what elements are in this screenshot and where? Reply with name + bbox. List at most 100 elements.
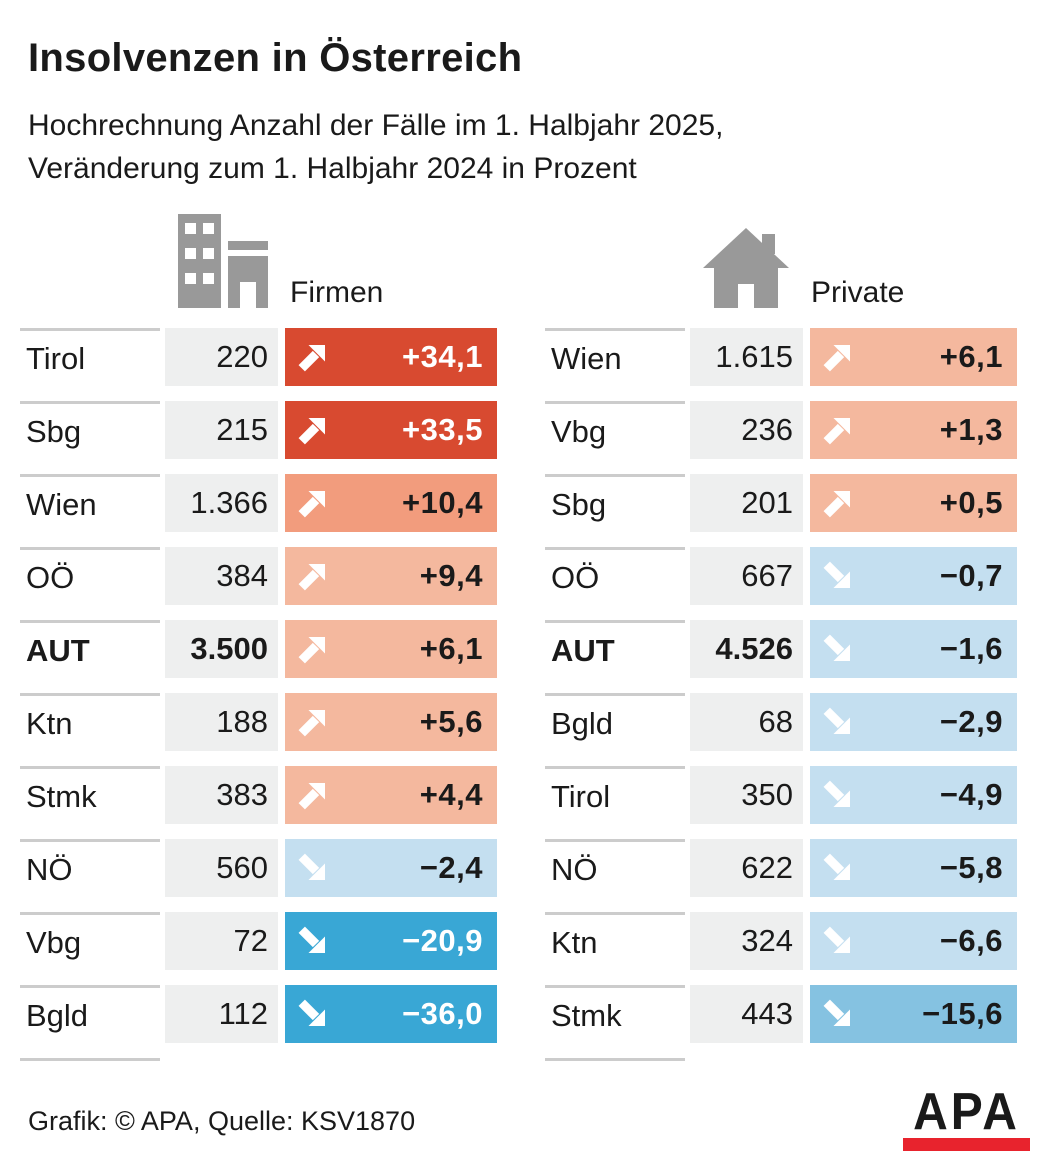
table-bottom-divider <box>20 1058 160 1061</box>
table-row: NÖ 622 −5,8 <box>545 839 1017 897</box>
subtitle-line-1: Hochrechnung Anzahl der Fälle im 1. Halb… <box>28 109 724 142</box>
region-label: NÖ <box>20 839 160 897</box>
subtitle: Hochrechnung Anzahl der Fälle im 1. Halb… <box>28 104 723 190</box>
change-badge: +34,1 <box>285 328 497 386</box>
case-count: 112 <box>165 985 278 1043</box>
change-value: +6,1 <box>419 631 483 666</box>
case-count: 350 <box>690 766 803 824</box>
region-label: Bgld <box>20 985 160 1043</box>
region-label: AUT <box>545 620 685 678</box>
table-row: Sbg 215 +33,5 <box>20 401 497 459</box>
region-label: Stmk <box>545 985 685 1043</box>
change-badge: −15,6 <box>810 985 1017 1043</box>
change-badge: −36,0 <box>285 985 497 1043</box>
change-badge: +6,1 <box>285 620 497 678</box>
change-badge: −6,6 <box>810 912 1017 970</box>
change-value: −15,6 <box>922 996 1003 1031</box>
table-private: Wien 1.615 +6,1 Vbg 236 +1,3 Sbg 201 +0,5 OÖ 667 −0… <box>545 328 1017 1061</box>
arrow-down-right-icon <box>820 923 856 959</box>
change-value: +6,1 <box>939 339 1003 374</box>
arrow-down-right-icon <box>820 704 856 740</box>
page-title: Insolvenzen in Österreich <box>28 36 523 80</box>
region-label: Wien <box>545 328 685 386</box>
change-badge: −5,8 <box>810 839 1017 897</box>
case-count: 215 <box>165 401 278 459</box>
change-value: +34,1 <box>402 339 483 374</box>
table-row: Wien 1.615 +6,1 <box>545 328 1017 386</box>
section-header-private: Private <box>703 228 904 313</box>
change-value: +9,4 <box>419 558 483 593</box>
table-row: Vbg 72 −20,9 <box>20 912 497 970</box>
table-row: Stmk 443 −15,6 <box>545 985 1017 1043</box>
change-badge: +4,4 <box>285 766 497 824</box>
change-badge: +33,5 <box>285 401 497 459</box>
change-value: −2,4 <box>419 850 483 885</box>
region-label: OÖ <box>20 547 160 605</box>
table-row: Sbg 201 +0,5 <box>545 474 1017 532</box>
house-icon <box>703 228 789 313</box>
table-row: AUT 3.500 +6,1 <box>20 620 497 678</box>
arrow-up-right-icon <box>820 485 856 521</box>
change-value: +33,5 <box>402 412 483 447</box>
case-count: 1.615 <box>690 328 803 386</box>
arrow-down-right-icon <box>820 996 856 1032</box>
case-count: 4.526 <box>690 620 803 678</box>
table-row: NÖ 560 −2,4 <box>20 839 497 897</box>
change-badge: −2,9 <box>810 693 1017 751</box>
case-count: 236 <box>690 401 803 459</box>
table-row: OÖ 667 −0,7 <box>545 547 1017 605</box>
change-value: −2,9 <box>939 704 1003 739</box>
region-label: Vbg <box>20 912 160 970</box>
case-count: 1.366 <box>165 474 278 532</box>
arrow-up-right-icon <box>295 412 331 448</box>
change-value: −0,7 <box>939 558 1003 593</box>
region-label: AUT <box>20 620 160 678</box>
table-row: Stmk 383 +4,4 <box>20 766 497 824</box>
region-label: Ktn <box>545 912 685 970</box>
change-value: +5,6 <box>419 704 483 739</box>
change-badge: +10,4 <box>285 474 497 532</box>
region-label: Stmk <box>20 766 160 824</box>
apa-logo: APA <box>903 1083 1030 1152</box>
table-row: Ktn 324 −6,6 <box>545 912 1017 970</box>
change-value: +0,5 <box>939 485 1003 520</box>
change-badge: +9,4 <box>285 547 497 605</box>
case-count: 622 <box>690 839 803 897</box>
case-count: 560 <box>165 839 278 897</box>
region-label: Vbg <box>545 401 685 459</box>
arrow-down-right-icon <box>820 777 856 813</box>
arrow-down-right-icon <box>295 850 331 886</box>
section-header-firmen: Firmen <box>178 214 383 313</box>
arrow-up-right-icon <box>295 631 331 667</box>
change-badge: −0,7 <box>810 547 1017 605</box>
case-count: 667 <box>690 547 803 605</box>
change-value: −4,9 <box>939 777 1003 812</box>
table-firmen: Tirol 220 +34,1 Sbg 215 +33,5 Wien 1.366 +10,4 OÖ… <box>20 328 497 1061</box>
footer-credit: Grafik: © APA, Quelle: KSV1870 <box>28 1106 416 1136</box>
case-count: 324 <box>690 912 803 970</box>
private-label: Private <box>811 276 905 309</box>
arrow-up-right-icon <box>820 339 856 375</box>
change-badge: +1,3 <box>810 401 1017 459</box>
region-label: Tirol <box>545 766 685 824</box>
region-label: OÖ <box>545 547 685 605</box>
table-row: Vbg 236 +1,3 <box>545 401 1017 459</box>
apa-logo-text: APA <box>913 1083 1020 1142</box>
change-badge: −1,6 <box>810 620 1017 678</box>
case-count: 188 <box>165 693 278 751</box>
change-badge: +6,1 <box>810 328 1017 386</box>
arrow-up-right-icon <box>295 485 331 521</box>
change-badge: +5,6 <box>285 693 497 751</box>
table-row: AUT 4.526 −1,6 <box>545 620 1017 678</box>
arrow-down-right-icon <box>295 996 331 1032</box>
region-label: Tirol <box>20 328 160 386</box>
change-value: −20,9 <box>402 923 483 958</box>
region-label: NÖ <box>545 839 685 897</box>
arrow-down-right-icon <box>820 558 856 594</box>
arrow-up-right-icon <box>820 412 856 448</box>
change-value: −36,0 <box>402 996 483 1031</box>
change-badge: −4,9 <box>810 766 1017 824</box>
change-value: +1,3 <box>939 412 1003 447</box>
arrow-up-right-icon <box>295 339 331 375</box>
